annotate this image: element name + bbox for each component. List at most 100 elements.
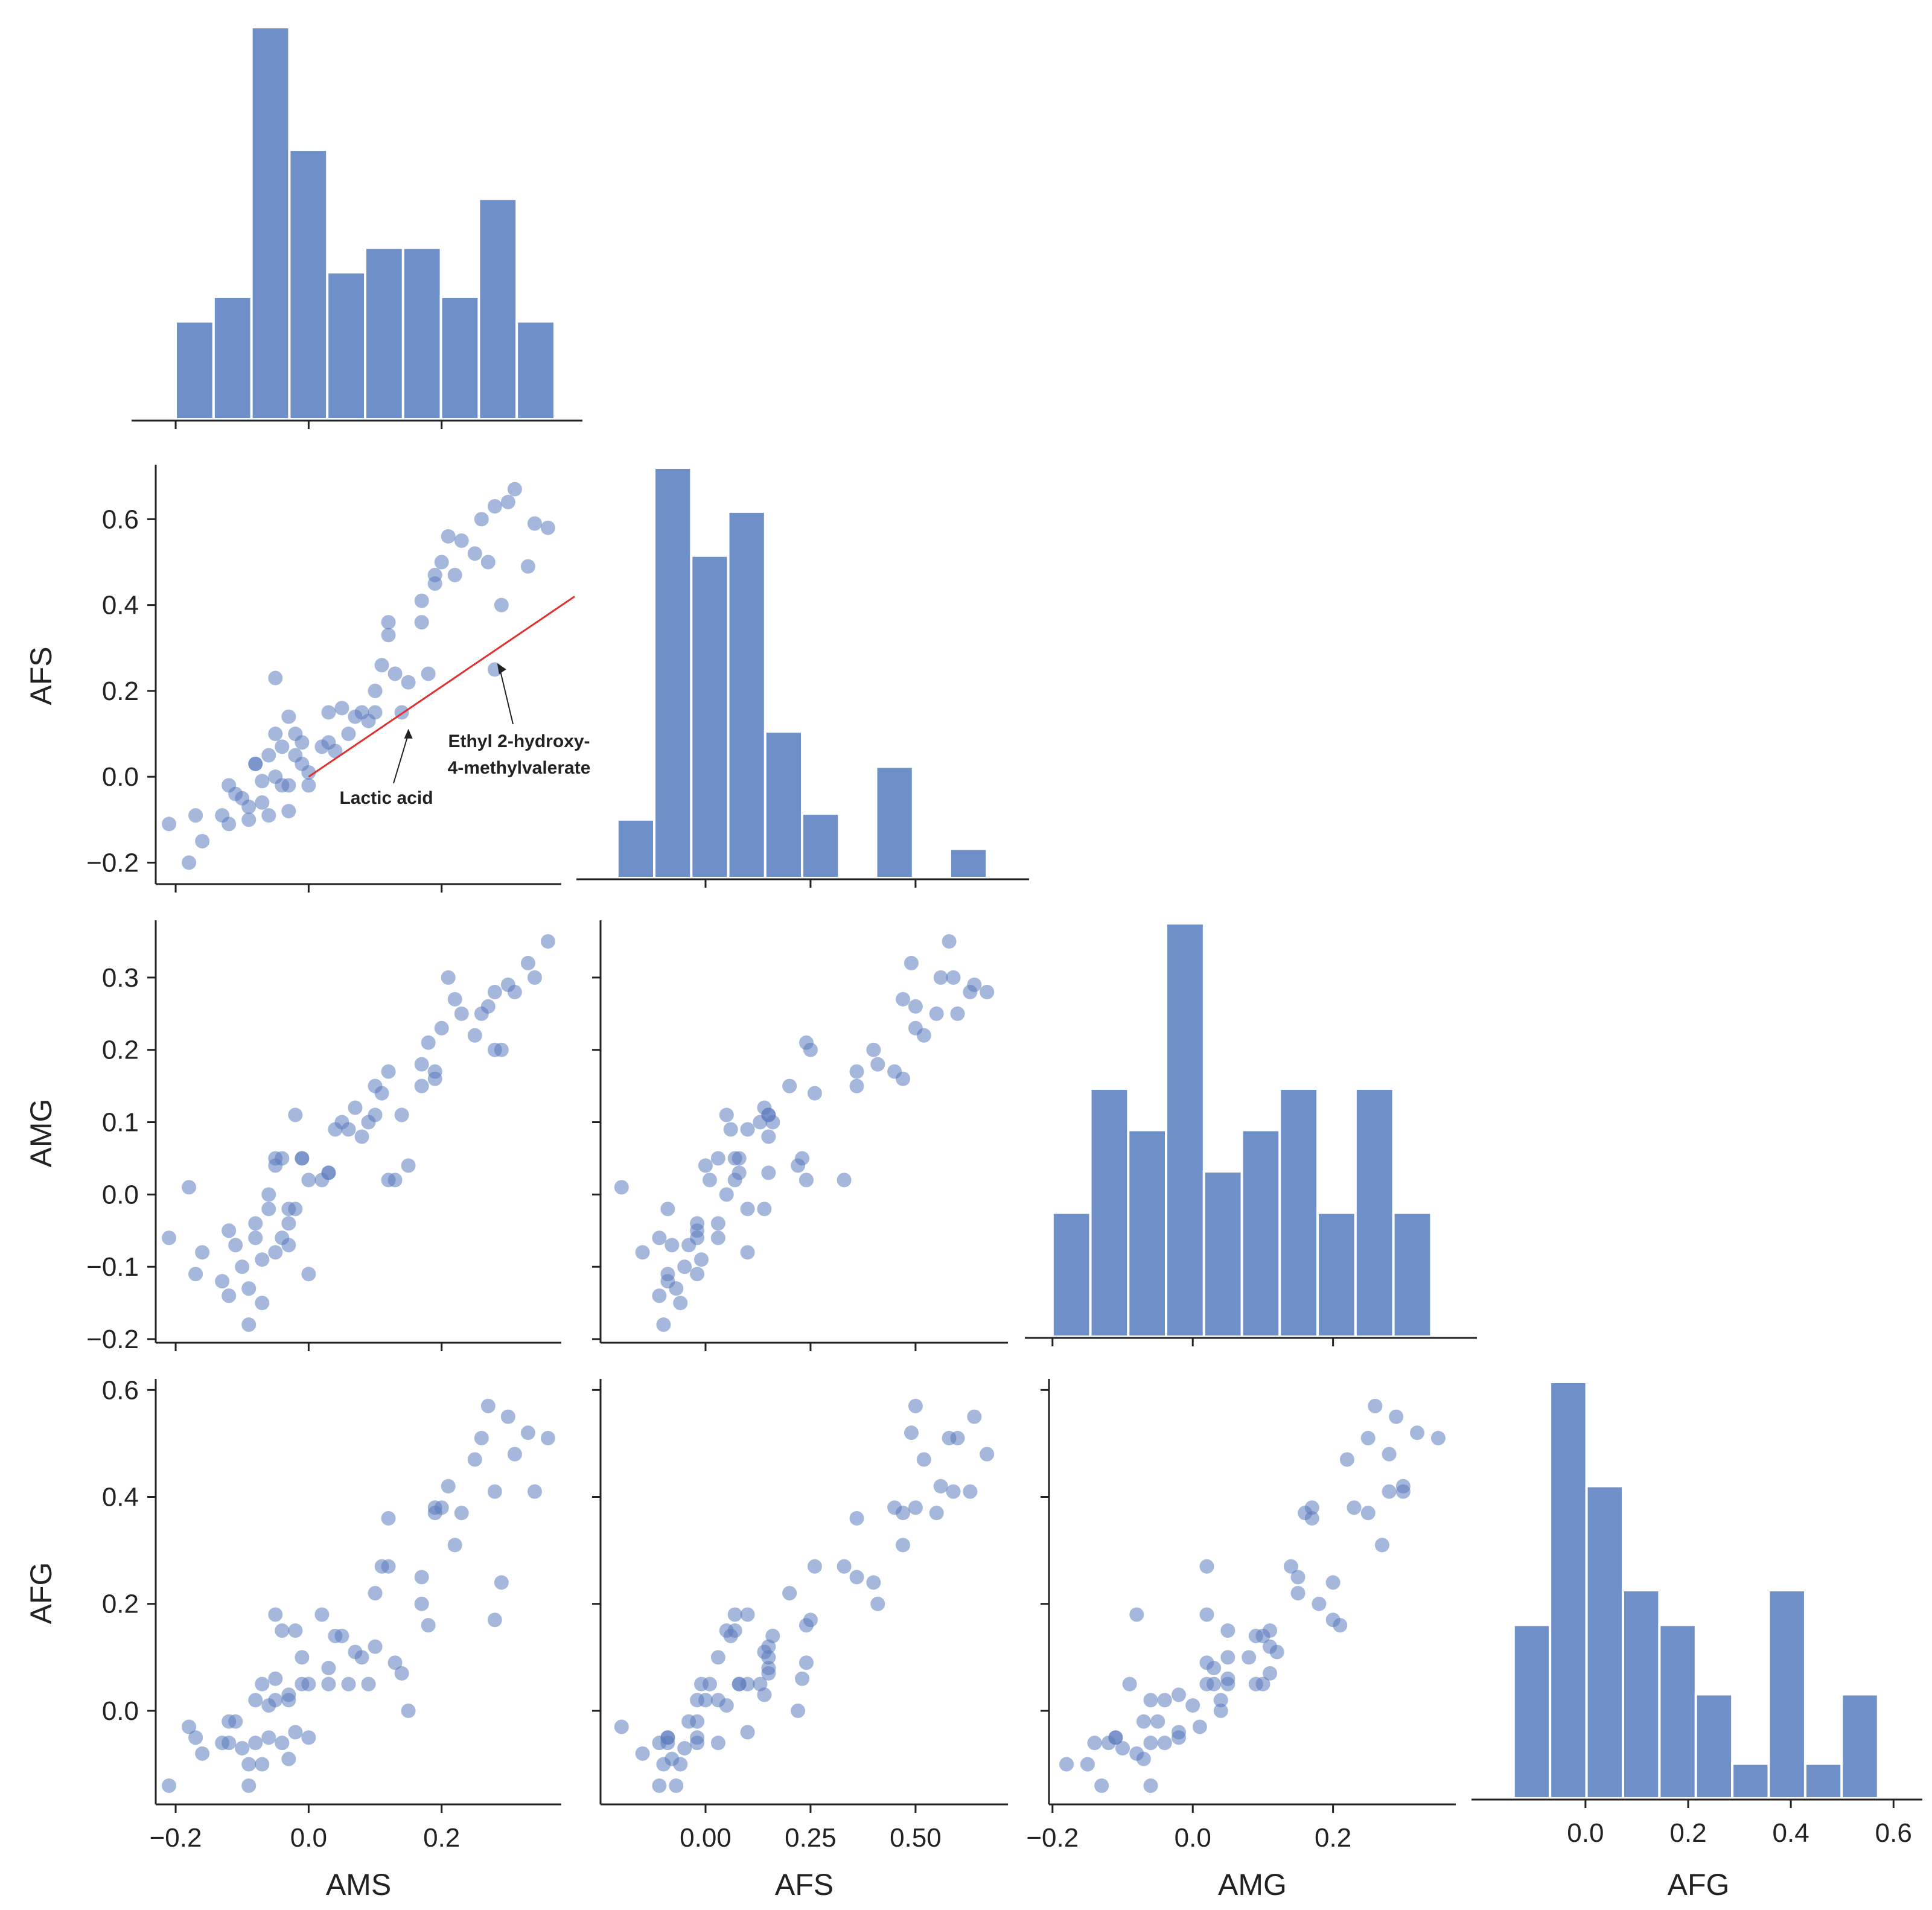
scatter-point — [188, 808, 203, 823]
x-tick-label: 0.2 — [423, 1823, 460, 1853]
scatter-point — [702, 1676, 717, 1692]
scatter-point — [507, 1447, 522, 1462]
scatter-point — [1325, 1575, 1341, 1590]
x-tick-label: 0.6 — [1875, 1818, 1912, 1848]
scatter-point — [782, 1586, 797, 1600]
scatter-point — [374, 1086, 389, 1101]
scatter-point — [908, 999, 923, 1014]
scatter-point — [368, 683, 383, 698]
scatter-point — [381, 615, 396, 630]
panel-afs-amg — [592, 920, 1008, 1351]
scatter-point — [1347, 1500, 1362, 1515]
scatter-point — [275, 1736, 290, 1751]
scatter-point — [500, 1409, 515, 1424]
scatter-point — [354, 1129, 369, 1144]
histogram-bar — [250, 26, 291, 421]
histogram-bar — [1240, 1128, 1281, 1338]
scatter-point — [321, 705, 336, 720]
y-tick-label: 0.3 — [102, 963, 139, 993]
histogram-bar — [1803, 1762, 1843, 1800]
scatter-point — [1325, 1612, 1341, 1628]
scatter-point — [321, 1165, 336, 1180]
scatter-point — [235, 1259, 250, 1275]
scatter-point — [255, 1296, 270, 1311]
scatter-point — [241, 1757, 257, 1772]
scatter-point — [540, 934, 555, 949]
x-axis-label-amg: AMG — [1218, 1868, 1287, 1902]
scatter-point — [1430, 1431, 1446, 1446]
scatter-point — [1115, 1740, 1130, 1756]
scatter-point — [849, 1510, 864, 1526]
scatter-point — [723, 1628, 738, 1643]
scatter-point — [1263, 1666, 1278, 1681]
scatter-point — [967, 1409, 982, 1424]
histogram-bar — [477, 197, 518, 421]
scatter-point — [933, 970, 948, 985]
annotation-arrow — [499, 667, 514, 725]
scatter-point — [441, 1479, 456, 1494]
scatter-point — [950, 1006, 965, 1021]
scatter-point — [1136, 1751, 1151, 1766]
scatter-point — [381, 1510, 396, 1526]
scatter-point — [795, 1671, 810, 1686]
scatter-point — [261, 1730, 276, 1745]
scatter-point — [1242, 1650, 1257, 1665]
scatter-point — [295, 1650, 310, 1665]
histogram-bar — [690, 554, 730, 879]
scatter-point — [807, 1559, 822, 1574]
x-tick-label: 0.00 — [680, 1823, 732, 1853]
scatter-point — [946, 970, 961, 985]
scatter-point — [334, 701, 349, 716]
scatter-point — [248, 1216, 263, 1231]
scatter-point — [1108, 1730, 1123, 1745]
scatter-point — [1122, 1676, 1137, 1692]
scatter-point — [740, 1607, 755, 1622]
scatter-point — [837, 1559, 852, 1574]
scatter-point — [527, 970, 542, 985]
scatter-point — [275, 1623, 290, 1638]
scatter-point — [162, 1778, 177, 1793]
scatter-point — [1263, 1639, 1278, 1654]
scatter-point — [849, 1078, 864, 1093]
scatter-point — [348, 1100, 363, 1115]
scatter-point — [904, 955, 919, 970]
scatter-point — [275, 739, 290, 754]
scatter-point — [222, 817, 237, 832]
scatter-point — [321, 735, 336, 750]
scatter-point — [669, 1281, 684, 1296]
scatter-point — [719, 1187, 734, 1202]
scatter-point — [268, 1607, 283, 1622]
scatter-point — [896, 1506, 911, 1521]
scatter-point — [660, 1730, 675, 1745]
scatter-point — [341, 1676, 356, 1692]
scatter-point — [677, 1259, 692, 1275]
scatter-point — [963, 1484, 978, 1499]
regression-line — [308, 596, 575, 778]
scatter-point — [698, 1158, 713, 1173]
scatter-point — [368, 1107, 383, 1122]
scatter-point — [933, 1479, 948, 1494]
scatter-point — [295, 735, 310, 750]
scatter-point — [1059, 1757, 1074, 1772]
scatter-point — [507, 482, 522, 497]
scatter-point — [255, 1676, 270, 1692]
annotation-arrowhead — [497, 663, 506, 675]
histogram-bar — [1512, 1623, 1552, 1800]
scatter-point — [281, 709, 296, 724]
x-tick-label: 0.25 — [785, 1823, 837, 1853]
histogram-bar — [1127, 1128, 1168, 1338]
scatter-point — [222, 1736, 237, 1751]
scatter-point — [1220, 1676, 1235, 1692]
scatter-point — [281, 778, 296, 793]
scatter-point — [732, 1151, 747, 1166]
scatter-point — [401, 675, 416, 690]
scatter-point — [447, 567, 462, 582]
scatter-point — [761, 1107, 776, 1122]
scatter-point — [222, 1288, 237, 1304]
scatter-point — [474, 1431, 489, 1446]
scatter-point — [740, 1122, 755, 1137]
histogram-bar — [1840, 1693, 1879, 1800]
scatter-point — [421, 666, 436, 681]
scatter-point — [255, 795, 270, 810]
y-tick-label: −0.1 — [86, 1252, 139, 1282]
